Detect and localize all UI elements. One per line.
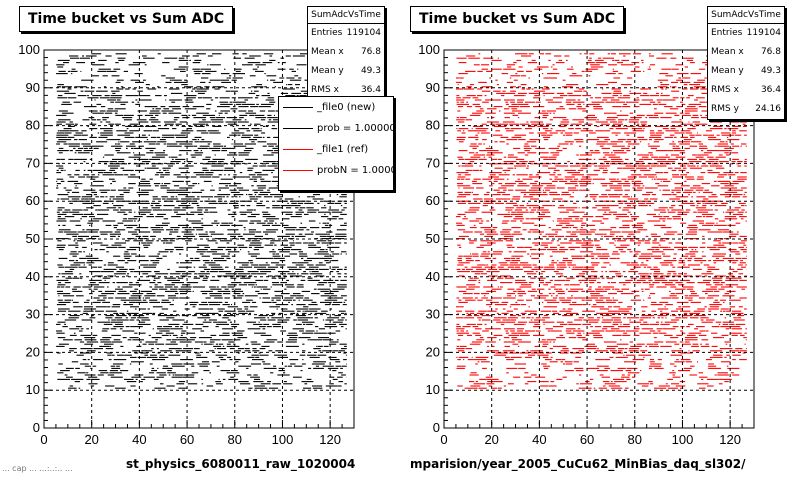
x-tick-label: 80 [228,432,242,447]
x-tick-label: 60 [180,432,194,447]
y-tick-label: 50 [26,231,40,246]
y-tick-label: 20 [26,344,40,359]
x-tick-label: 20 [84,432,98,447]
x-tick-label: 40 [132,432,146,447]
axis-ticks [43,49,355,429]
y-tick-label: 30 [26,307,40,322]
y-tick-label: 60 [26,193,40,208]
y-tick-label: 100 [18,42,40,57]
y-tick-label: 40 [26,269,40,284]
y-tick-label: 0 [33,420,40,435]
x-tick-label: 100 [272,432,294,447]
scatter-points [456,53,747,389]
y-tick-label: 70 [26,155,40,170]
y-tick-label: 80 [26,118,40,133]
y-tick-label: 10 [26,382,40,397]
x-tick-label: 120 [319,432,341,447]
x-tick-label: 0 [40,432,47,447]
y-tick-label: 90 [26,80,40,95]
